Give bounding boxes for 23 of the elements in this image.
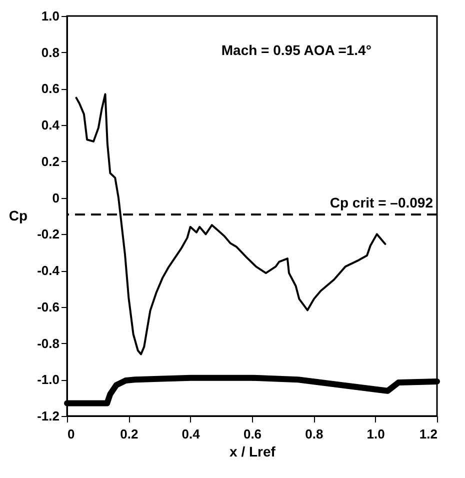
y-tick-label: 0.4 (41, 118, 60, 133)
y-tick-label: -1.0 (37, 372, 60, 388)
x-tick-label: 1.0 (366, 426, 385, 442)
x-tick-label: 0.6 (243, 426, 262, 442)
x-tick-label: 0 (68, 426, 75, 442)
y-tick-label: -0.4 (37, 263, 60, 278)
y-tick-label: -0.6 (37, 299, 60, 314)
x-tick-label: 1.2 (419, 426, 438, 442)
y-tick-label: 1.0 (41, 8, 60, 24)
y-tick-label: 0.2 (41, 154, 60, 169)
y-tick-label: 0 (52, 190, 60, 206)
y-tick-label: -1.2 (37, 408, 60, 424)
x-tick-label: 0.2 (120, 426, 138, 442)
y-tick-label: -0.8 (37, 336, 60, 351)
x-tick-label: 0.4 (182, 426, 201, 442)
y-tick-label: 0.6 (41, 81, 60, 96)
y-tick-label: -0.2 (37, 226, 60, 242)
y-tick-label: 0.8 (41, 44, 60, 60)
x-axis-title: x / Lref (230, 444, 276, 460)
annotation: Mach = 0.95 AOA =1.4° (221, 42, 372, 58)
y-axis-title: Cp (8, 208, 28, 224)
x-tick-label: 0.8 (305, 426, 324, 442)
ref-line-label: Cp crit = –0.092 (330, 194, 434, 211)
